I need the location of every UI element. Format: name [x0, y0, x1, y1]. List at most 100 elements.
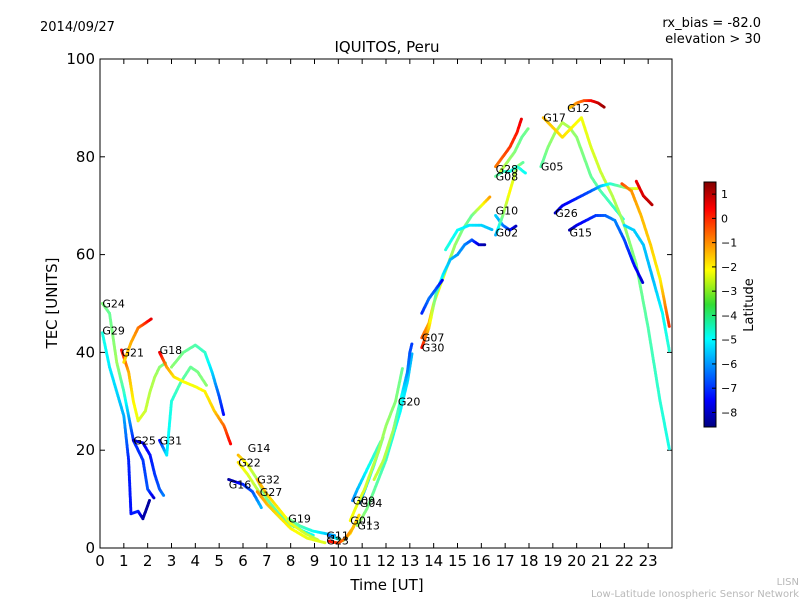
x-tick-label: 12 [376, 552, 395, 570]
prn-label-g19: G19 [288, 513, 311, 526]
prn-label-g11: G11 [326, 529, 349, 542]
x-tick-label: 22 [615, 552, 634, 570]
series-c1 [122, 317, 153, 364]
footer-network: Low-Latitude Ionospheric Sensor Network [591, 589, 799, 600]
prn-label-g23: G23 [326, 535, 349, 548]
data-point [641, 281, 645, 284]
data-point [400, 367, 404, 371]
prn-label-g02: G02 [496, 227, 519, 240]
series-g25 [131, 438, 166, 497]
prn-label-g22: G22 [238, 456, 261, 469]
data-point [229, 442, 233, 446]
x-tick-label: 17 [496, 552, 515, 570]
series-g26 [553, 182, 639, 215]
colorbar-tick-label: 1 [721, 188, 728, 201]
y-tick-label: 0 [85, 539, 95, 557]
colorbar-tick-label: −5 [721, 334, 737, 347]
x-tick-label: 7 [262, 552, 272, 570]
data-point [526, 127, 530, 131]
prn-label-g13: G13 [357, 520, 380, 533]
colorbar-tick-label: −4 [721, 309, 737, 322]
data-point [259, 506, 263, 510]
data-points [100, 99, 671, 545]
prn-label-g25: G25 [133, 434, 156, 447]
rx-bias-label: rx_bias = -82.0 [662, 16, 761, 31]
prn-label-g15: G15 [570, 227, 593, 240]
prn-label-g26: G26 [555, 207, 578, 220]
prn-label-g29: G29 [102, 324, 125, 337]
data-point [410, 352, 414, 356]
x-tick-label: 21 [591, 552, 610, 570]
x-tick-label: 15 [448, 552, 467, 570]
x-tick-label: 9 [310, 552, 320, 570]
footer-lisn: LISN [777, 577, 799, 588]
data-point [149, 317, 153, 321]
plot-frame [99, 58, 673, 549]
x-tick-label: 5 [214, 552, 224, 570]
x-tick-label: 11 [353, 552, 372, 570]
series-g05 [539, 121, 625, 221]
prn-label-g08: G08 [496, 170, 519, 183]
series-g21 [120, 348, 167, 423]
series-c6 [620, 182, 671, 328]
data-point [357, 513, 361, 517]
series-g08 [494, 165, 527, 178]
series-g15 [568, 214, 645, 284]
y-tick-label: 100 [66, 50, 95, 68]
prn-label-g18: G18 [160, 344, 183, 357]
colorbar-tick-label: −7 [721, 382, 737, 395]
series-g20 [372, 342, 414, 481]
series-c3 [420, 278, 444, 315]
x-tick-label: 23 [639, 552, 658, 570]
prn-label-g31: G31 [160, 434, 183, 447]
series-g23 [327, 513, 361, 545]
series-g24 [100, 302, 156, 500]
series-c2 [170, 343, 226, 416]
series-g17 [541, 116, 671, 451]
x-tick-label: 19 [543, 552, 562, 570]
colorbar-tick-label: −8 [721, 406, 737, 419]
x-tick-label: 3 [167, 552, 177, 570]
y-axis-label: TEC [UNITS] [43, 258, 61, 350]
elevation-label: elevation > 30 [665, 32, 761, 47]
prn-label-g01: G01 [350, 515, 373, 528]
series-c8 [622, 223, 671, 353]
data-point [488, 195, 492, 199]
x-tick-label: 1 [119, 552, 129, 570]
prn-label-g20: G20 [398, 395, 421, 408]
colorbar-tick-label: −3 [721, 285, 737, 298]
data-point [483, 243, 487, 247]
data-point [440, 278, 444, 282]
colorbar-tick-label: 0 [721, 212, 728, 225]
prn-label-g14: G14 [248, 442, 271, 455]
data-point [410, 342, 414, 346]
prn-label-g05: G05 [541, 161, 564, 174]
data-point [521, 161, 525, 164]
prn-label-g07: G07 [422, 332, 445, 345]
prn-label-g30: G30 [422, 342, 445, 355]
x-tick-label: 0 [95, 552, 105, 570]
x-tick-label: 14 [424, 552, 443, 570]
chart-title: IQUITOS, Peru [334, 38, 439, 56]
data-point [323, 541, 327, 545]
series-g12 [568, 99, 606, 110]
colorbar-tick-label: −1 [721, 237, 737, 250]
series-g31 [158, 365, 208, 457]
prn-label-g21: G21 [122, 346, 145, 359]
y-tick-label: 80 [76, 148, 95, 166]
data-point [162, 493, 166, 497]
data-point [523, 171, 527, 175]
data-point [602, 105, 606, 109]
data-point [519, 117, 523, 121]
series-c5 [498, 127, 530, 173]
series-g29 [100, 331, 151, 521]
colorbar-label: Latitude [742, 278, 757, 332]
y-tick-label: 20 [76, 441, 95, 459]
data-point [222, 413, 226, 416]
data-point [514, 224, 518, 228]
x-axis-label: Time [UT] [349, 576, 423, 594]
x-tick-label: 2 [143, 552, 153, 570]
data-point [667, 349, 671, 353]
